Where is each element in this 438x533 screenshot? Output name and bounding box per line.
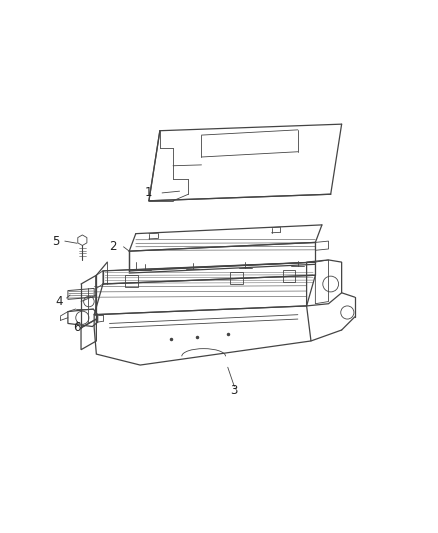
Text: 1: 1: [145, 187, 153, 199]
Text: 5: 5: [53, 235, 60, 248]
Text: 4: 4: [55, 295, 63, 308]
Text: 2: 2: [109, 240, 117, 253]
Text: 3: 3: [231, 384, 238, 398]
Text: 6: 6: [73, 321, 81, 334]
